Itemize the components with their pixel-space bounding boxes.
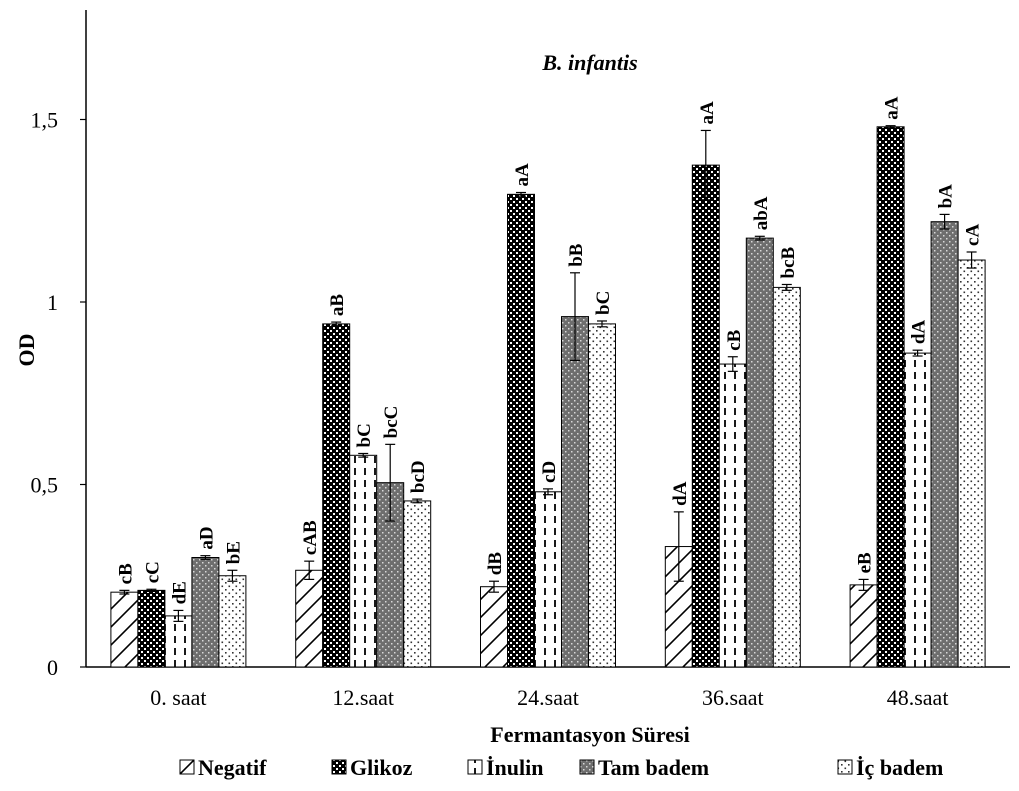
x-tick-label: 24.saat <box>517 685 579 710</box>
y-axis-label: OD <box>14 334 39 367</box>
data-label: cB <box>724 329 745 350</box>
data-label: bcD <box>408 460 429 493</box>
legend-label: İnulin <box>486 755 544 780</box>
chart-title: B. infantis <box>541 50 637 75</box>
bar-dotted-gray <box>561 316 589 668</box>
bar-dense-check <box>691 164 720 668</box>
bar-diagonal <box>480 586 508 668</box>
data-label: aB <box>327 294 348 317</box>
data-label: bcB <box>778 246 799 278</box>
legend-label: İç badem <box>856 755 943 780</box>
x-axis-label: Fermantasyon Süresi <box>490 722 689 747</box>
x-tick-label: 0. saat <box>150 685 206 710</box>
data-label: dB <box>485 552 506 576</box>
legend-swatch <box>331 759 347 775</box>
data-label: cB <box>115 563 136 584</box>
bar-sparse-dots <box>218 575 247 668</box>
y-tick-label: 0 <box>47 655 58 680</box>
bar-dashed-vertical <box>718 363 747 668</box>
data-label: dA <box>909 320 930 345</box>
data-label: bE <box>223 541 244 564</box>
data-label: cD <box>539 461 560 483</box>
bar-diagonal <box>295 569 324 668</box>
bar-dense-check <box>137 589 166 668</box>
bar-dense-check <box>876 126 905 668</box>
y-tick-label: 0,5 <box>31 473 59 498</box>
legend-swatch <box>579 759 595 775</box>
data-label: aA <box>512 163 533 187</box>
data-label: cAB <box>300 520 321 555</box>
bar-dashed-vertical <box>349 454 378 668</box>
legend-label: Tam badem <box>598 755 709 780</box>
bar-sparse-dots <box>957 259 986 668</box>
bar-diagonal <box>110 591 139 668</box>
data-label: dE <box>169 581 190 604</box>
bar-diagonal <box>849 584 878 668</box>
data-label: aA <box>697 101 718 125</box>
data-label: dA <box>670 481 691 506</box>
legend: Negatif Glikoz İnulin Tam badem İç badem <box>179 755 943 780</box>
data-label: bC <box>593 291 614 315</box>
bar-sparse-dots <box>588 323 616 668</box>
bar-dense-check <box>507 193 535 668</box>
y-tick-label: 1,5 <box>31 108 59 133</box>
data-label: aA <box>882 96 903 120</box>
bar-dotted-gray <box>930 221 959 668</box>
bar-dotted-gray <box>191 557 220 668</box>
bar-sparse-dots <box>403 500 432 668</box>
legend-swatch <box>467 759 483 775</box>
bar-dashed-vertical <box>534 491 562 668</box>
bar-sparse-dots <box>772 286 801 668</box>
data-label: abA <box>751 196 772 230</box>
y-tick-label: 1 <box>47 290 58 315</box>
legend-label: Negatif <box>198 755 267 780</box>
data-label: cA <box>963 224 984 246</box>
x-tick-label: 12.saat <box>332 685 394 710</box>
bar-dense-check <box>322 323 351 668</box>
legend-swatch <box>837 759 853 775</box>
data-label: bcC <box>381 406 402 439</box>
data-label: aD <box>196 526 217 549</box>
data-label: bA <box>936 184 957 209</box>
bar-dotted-gray <box>745 237 774 668</box>
data-label: bB <box>566 243 587 267</box>
bar-dashed-vertical <box>164 615 193 668</box>
data-label: eB <box>855 552 876 573</box>
data-label: bC <box>354 423 375 447</box>
bar-dashed-vertical <box>903 352 932 668</box>
x-tick-label: 48.saat <box>887 685 949 710</box>
data-label: cC <box>142 561 163 583</box>
legend-label: Glikoz <box>350 755 413 780</box>
legend-swatch <box>179 759 195 775</box>
x-tick-label: 36.saat <box>702 685 764 710</box>
